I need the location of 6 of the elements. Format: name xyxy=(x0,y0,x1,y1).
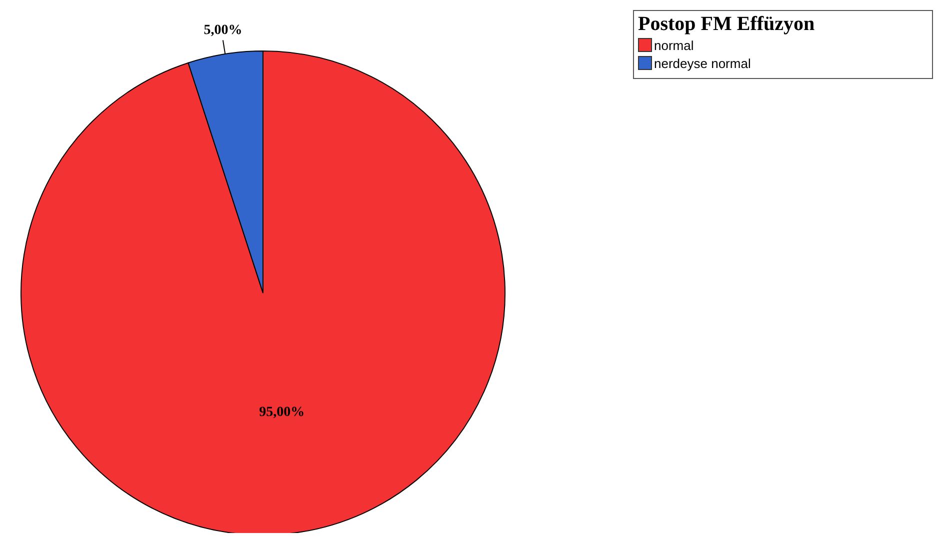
data-label: 95,00% xyxy=(259,405,305,420)
legend-label: normal xyxy=(654,38,694,52)
data-label: 5,00% xyxy=(204,23,242,38)
pie-slice xyxy=(20,50,506,533)
legend-title: Postop FM Effüzyon xyxy=(638,13,816,36)
legend-label: nerdeyse normal xyxy=(654,56,751,70)
